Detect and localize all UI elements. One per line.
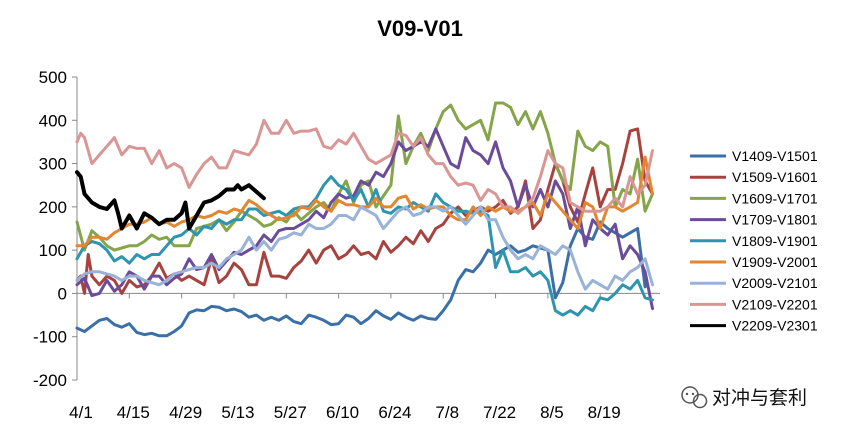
x-tick-label: 8/19 xyxy=(588,403,621,422)
y-tick-label: 0 xyxy=(58,284,67,303)
legend-label: V2109-V2201 xyxy=(732,296,818,312)
series-line-v1709-v1801 xyxy=(75,127,654,311)
x-tick-label: 6/10 xyxy=(326,403,359,422)
series-line-v1409-v1501 xyxy=(75,220,647,338)
x-tick-label: 5/27 xyxy=(274,403,307,422)
series-line-v1909-v2001 xyxy=(75,155,654,248)
x-tick-label: 4/15 xyxy=(117,403,150,422)
legend-label: V2209-V2301 xyxy=(732,318,818,334)
series-line-v2109-v2201 xyxy=(75,118,654,215)
series-line-v2009-v2101 xyxy=(75,205,654,291)
y-tick-label: 200 xyxy=(39,198,67,217)
x-axis: 4/1 4/15 4/29 5/13 5/27 6/10 6/24 7/8 7/22 8/5 8/1… xyxy=(69,292,660,422)
series-line-v2209-v2301 xyxy=(75,170,266,231)
x-tick-label: 7/22 xyxy=(483,403,516,422)
y-tick-label: 400 xyxy=(39,111,67,130)
series-lines xyxy=(75,101,654,338)
legend: V1409-V1501 V1509-V1601 V1609-V1701 V1709-V… xyxy=(690,148,818,334)
series-line-v1509-v1601 xyxy=(75,127,654,295)
chart-title: V09-V01 xyxy=(377,16,463,41)
x-tick-label: 7/8 xyxy=(435,403,459,422)
legend-label: V1409-V1501 xyxy=(732,148,818,164)
watermark: 对冲与套利 xyxy=(681,386,807,409)
legend-label: V1909-V2001 xyxy=(732,254,818,270)
y-tick-label: 100 xyxy=(39,241,67,260)
legend-label: V1709-V1801 xyxy=(732,212,818,228)
y-axis: 500 400 300 200 100 0 -100 -200 xyxy=(33,68,78,390)
legend-label: V1609-V1701 xyxy=(732,190,818,206)
y-tick-label: 300 xyxy=(39,155,67,174)
legend-label: V1509-V1601 xyxy=(732,169,818,185)
x-tick-label: 6/24 xyxy=(378,403,411,422)
y-tick-label: 500 xyxy=(39,68,67,87)
x-tick-label: 5/13 xyxy=(221,403,254,422)
x-tick-label: 8/5 xyxy=(540,403,564,422)
y-tick-label: -100 xyxy=(33,328,67,347)
legend-label: V2009-V2101 xyxy=(732,275,818,291)
legend-label: V1809-V1901 xyxy=(732,233,818,249)
x-tick-label: 4/1 xyxy=(69,403,93,422)
watermark-text: 对冲与套利 xyxy=(712,387,807,409)
y-tick-label: -200 xyxy=(33,371,67,390)
series-line-v1809-v1901 xyxy=(75,175,654,317)
wechat-icon xyxy=(681,386,708,409)
x-tick-label: 4/29 xyxy=(169,403,202,422)
